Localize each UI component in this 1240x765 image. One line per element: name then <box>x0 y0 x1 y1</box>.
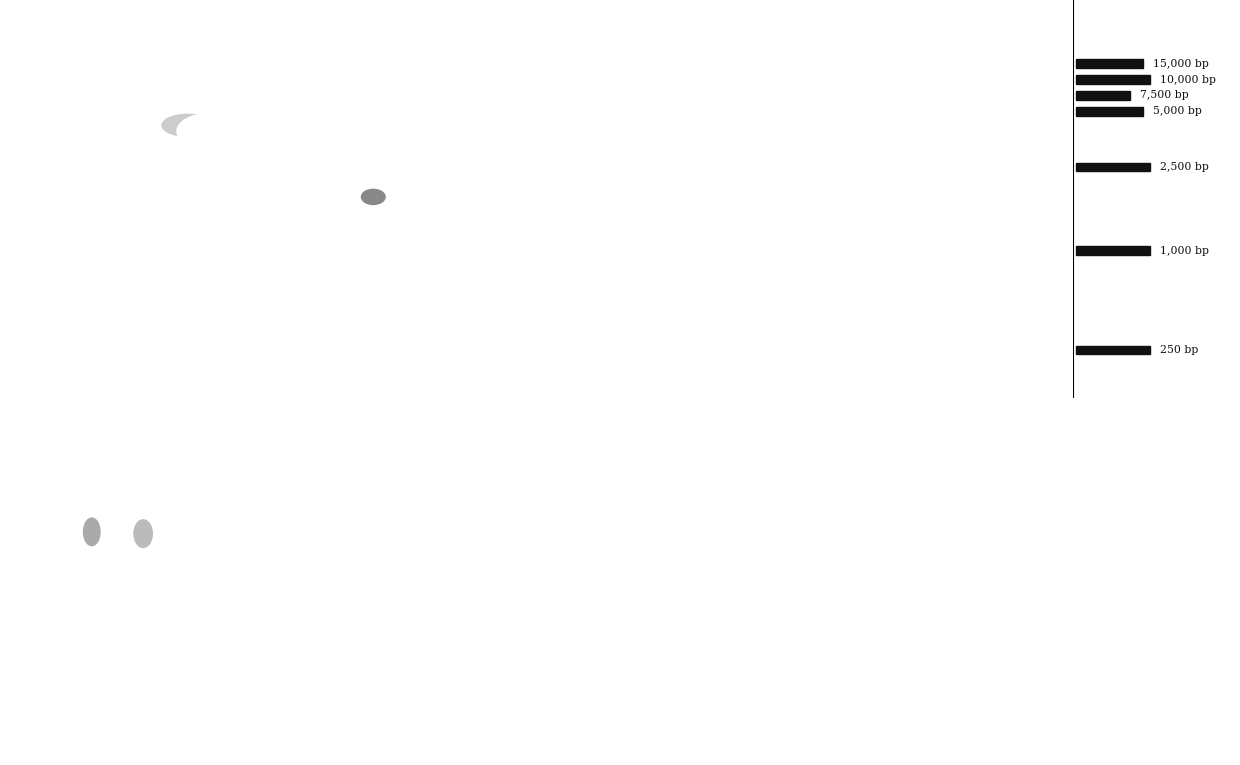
Text: 2: 2 <box>755 578 763 588</box>
Ellipse shape <box>559 107 631 143</box>
Ellipse shape <box>495 107 568 143</box>
Text: 3: 3 <box>790 51 797 64</box>
Text: 1: 1 <box>527 51 534 64</box>
Text: 1: 1 <box>486 578 494 588</box>
Ellipse shape <box>134 520 153 548</box>
Text: 5,000 bp: 5,000 bp <box>1153 106 1202 116</box>
Bar <box>1076 163 1149 171</box>
Text: H: H <box>246 418 259 432</box>
Text: 1: 1 <box>50 51 57 64</box>
Text: 2: 2 <box>728 51 735 64</box>
Text: 2,500 bp: 2,500 bp <box>1159 162 1209 172</box>
Bar <box>1076 346 1149 354</box>
Ellipse shape <box>614 539 662 565</box>
Text: C: C <box>433 6 443 20</box>
Text: A: A <box>115 6 125 20</box>
Text: 3: 3 <box>370 51 377 64</box>
Text: 2: 2 <box>269 51 278 64</box>
Text: 15,000 bp: 15,000 bp <box>1153 59 1209 69</box>
Bar <box>1076 246 1149 255</box>
Text: 1: 1 <box>36 465 45 477</box>
Ellipse shape <box>177 113 243 149</box>
Ellipse shape <box>162 115 213 136</box>
Text: L: L <box>1193 418 1203 432</box>
Ellipse shape <box>15 113 92 149</box>
Ellipse shape <box>894 539 952 565</box>
Text: 2: 2 <box>434 51 441 64</box>
Text: 1: 1 <box>666 51 675 64</box>
Bar <box>1076 91 1130 100</box>
Ellipse shape <box>402 107 474 143</box>
Bar <box>1076 59 1143 68</box>
Text: 1: 1 <box>206 51 215 64</box>
Text: 10,000 bp: 10,000 bp <box>1159 74 1215 85</box>
Text: D: D <box>590 6 601 20</box>
Ellipse shape <box>634 113 707 149</box>
Text: 2: 2 <box>565 578 573 588</box>
Text: 250 bp: 250 bp <box>1159 345 1198 355</box>
Text: 2: 2 <box>88 465 95 477</box>
Text: 3: 3 <box>877 578 884 588</box>
Text: 2: 2 <box>661 578 668 588</box>
Text: 2: 2 <box>613 578 620 588</box>
Text: 2: 2 <box>118 51 125 64</box>
Text: 1: 1 <box>439 578 446 588</box>
Ellipse shape <box>835 112 899 142</box>
Text: 3: 3 <box>830 578 837 588</box>
Ellipse shape <box>26 513 55 548</box>
Ellipse shape <box>362 190 386 204</box>
Ellipse shape <box>83 518 100 545</box>
Text: 3: 3 <box>925 51 932 64</box>
Text: 1,000 bp: 1,000 bp <box>1159 246 1209 256</box>
Bar <box>1076 75 1149 84</box>
Text: 1: 1 <box>801 51 808 64</box>
Text: I: I <box>465 731 472 746</box>
Text: 3: 3 <box>972 578 980 588</box>
Text: 7,500 bp: 7,500 bp <box>1140 90 1188 100</box>
Text: E: E <box>727 6 737 20</box>
Text: 3: 3 <box>139 465 148 477</box>
Text: 2: 2 <box>863 51 870 64</box>
Ellipse shape <box>465 107 538 143</box>
Text: 2: 2 <box>708 578 715 588</box>
Ellipse shape <box>666 541 706 563</box>
Text: 3: 3 <box>656 51 663 64</box>
Bar <box>1076 107 1143 116</box>
Text: G: G <box>87 415 97 429</box>
Text: 1: 1 <box>392 578 398 588</box>
Text: B: B <box>268 6 278 20</box>
Text: 3: 3 <box>184 51 192 64</box>
Text: 3: 3 <box>331 51 339 64</box>
Text: K: K <box>1080 731 1094 746</box>
Text: J: J <box>698 418 704 432</box>
Text: 1: 1 <box>343 578 351 588</box>
Text: 1: 1 <box>498 51 506 64</box>
Text: 2: 2 <box>591 51 599 64</box>
Text: 3: 3 <box>925 578 932 588</box>
Text: F: F <box>862 6 872 20</box>
